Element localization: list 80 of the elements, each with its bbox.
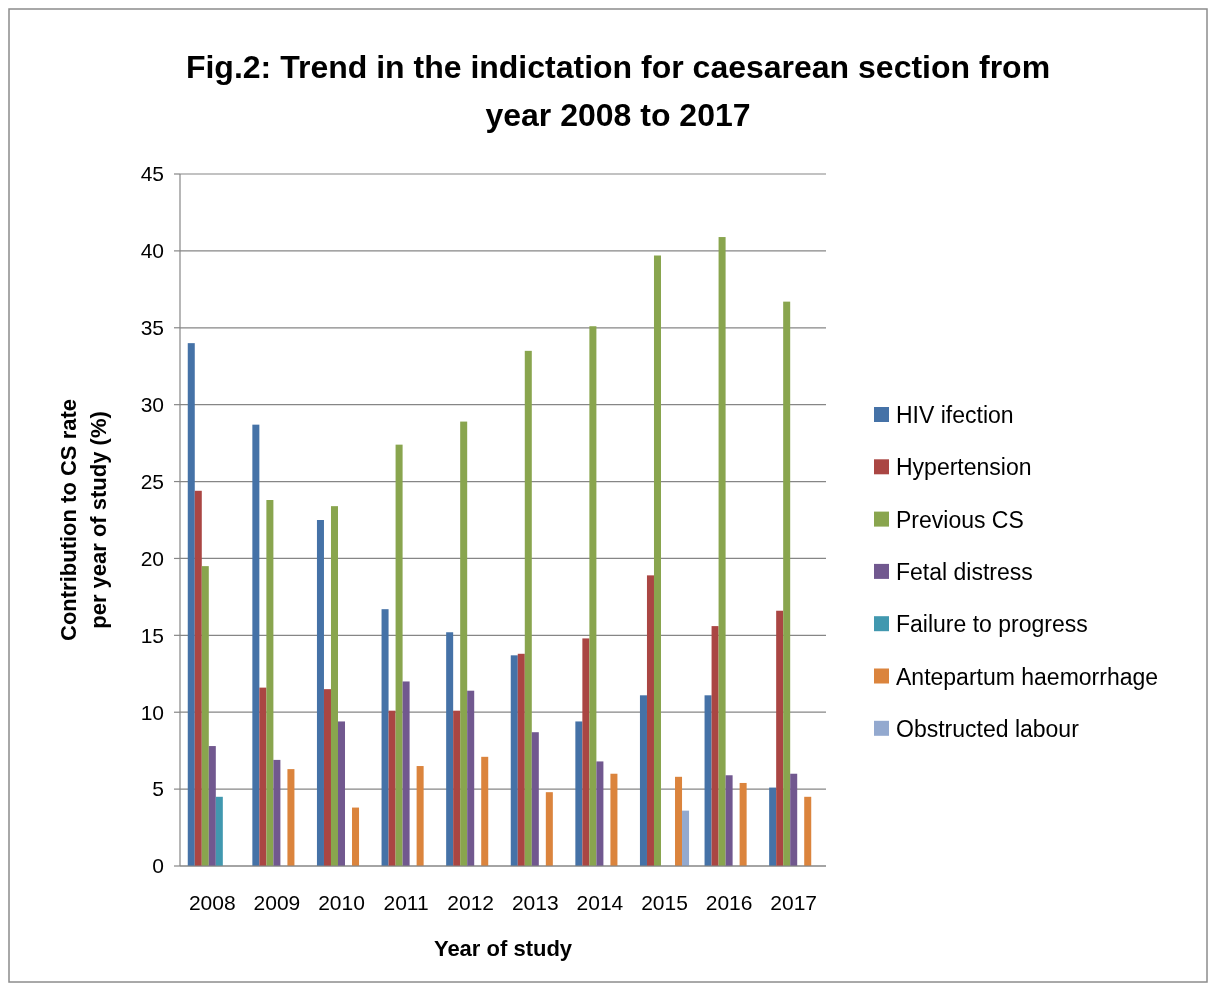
bar [446, 632, 454, 866]
x-tick-label: 2016 [705, 891, 753, 914]
bar [596, 761, 604, 866]
bar [524, 350, 532, 866]
bar [725, 775, 733, 866]
bar [381, 609, 389, 866]
bar [610, 773, 618, 866]
y-tick-label: 25 [140, 469, 164, 493]
bar [682, 810, 690, 866]
y-tick-label: 40 [140, 239, 164, 263]
y-tick-label: 45 [140, 162, 164, 186]
legend-label: Hypertension [896, 454, 1032, 481]
legend-label: Antepartum haemorrhage [896, 663, 1159, 690]
bar [783, 301, 791, 866]
bar [201, 566, 209, 866]
bar [510, 655, 518, 866]
x-tick-label: 2014 [576, 891, 624, 914]
y-tick-label: 5 [152, 777, 164, 801]
legend-label: Fetal distress [896, 558, 1033, 585]
bar [316, 520, 324, 866]
y-tick-label: 30 [140, 393, 164, 417]
bar [582, 638, 590, 866]
x-tick-label: 2015 [641, 891, 688, 914]
bar [395, 444, 403, 866]
bar [639, 695, 647, 866]
bar [252, 424, 260, 866]
y-axis-title: Contribution to CS rate per year of study (%) [56, 399, 111, 641]
legend-label: Obstructed labour [896, 715, 1080, 742]
x-tick-label: 2012 [447, 891, 495, 914]
legend-label: HIV ifection [896, 402, 1014, 429]
bar [453, 710, 461, 866]
x-tick-label: 2011 [383, 891, 429, 914]
x-tick-label: 2013 [511, 891, 559, 914]
bar [337, 721, 346, 866]
y-tick-label: 0 [152, 854, 164, 878]
bar [187, 343, 195, 866]
bar [323, 689, 331, 866]
bar [287, 769, 295, 866]
bar [215, 796, 223, 866]
legend-label: Failure to progress [896, 611, 1088, 638]
bar [467, 690, 475, 866]
bar [704, 695, 712, 866]
bar [259, 687, 267, 866]
bar [575, 721, 583, 866]
bar [790, 773, 798, 866]
bar [273, 759, 281, 866]
bar [739, 782, 747, 866]
bar [646, 575, 654, 866]
bar [194, 490, 202, 866]
x-tick-label: 2010 [318, 891, 365, 914]
bar [460, 421, 468, 866]
bar [517, 653, 525, 866]
bar [481, 756, 489, 866]
bar [531, 732, 539, 866]
x-tick-label: 2017 [770, 891, 818, 914]
bar [416, 766, 424, 866]
bar [545, 792, 553, 866]
x-tick-label: 2008 [188, 891, 236, 914]
bar [675, 776, 683, 866]
bar [589, 326, 597, 866]
bar [208, 746, 216, 866]
chart-title: Fig.2: Trend in the indictation for caesarean section from year 2008 to 2017 [185, 49, 1051, 133]
y-tick-label: 10 [140, 700, 164, 724]
bar [352, 807, 360, 866]
bar [804, 796, 812, 866]
x-axis-title: Year of study [433, 936, 573, 961]
bar [653, 255, 661, 866]
bar [718, 237, 726, 866]
y-tick-label: 20 [140, 546, 164, 570]
bar [266, 500, 274, 866]
bar [776, 610, 784, 866]
bar [330, 506, 338, 866]
bar [769, 787, 777, 866]
bar [711, 626, 719, 866]
bar [388, 710, 396, 866]
legend-label: Previous CS [896, 506, 1024, 533]
y-tick-label: 35 [140, 316, 164, 340]
bar [402, 681, 410, 866]
x-tick-label: 2009 [253, 891, 301, 914]
y-tick-label: 15 [140, 623, 164, 647]
